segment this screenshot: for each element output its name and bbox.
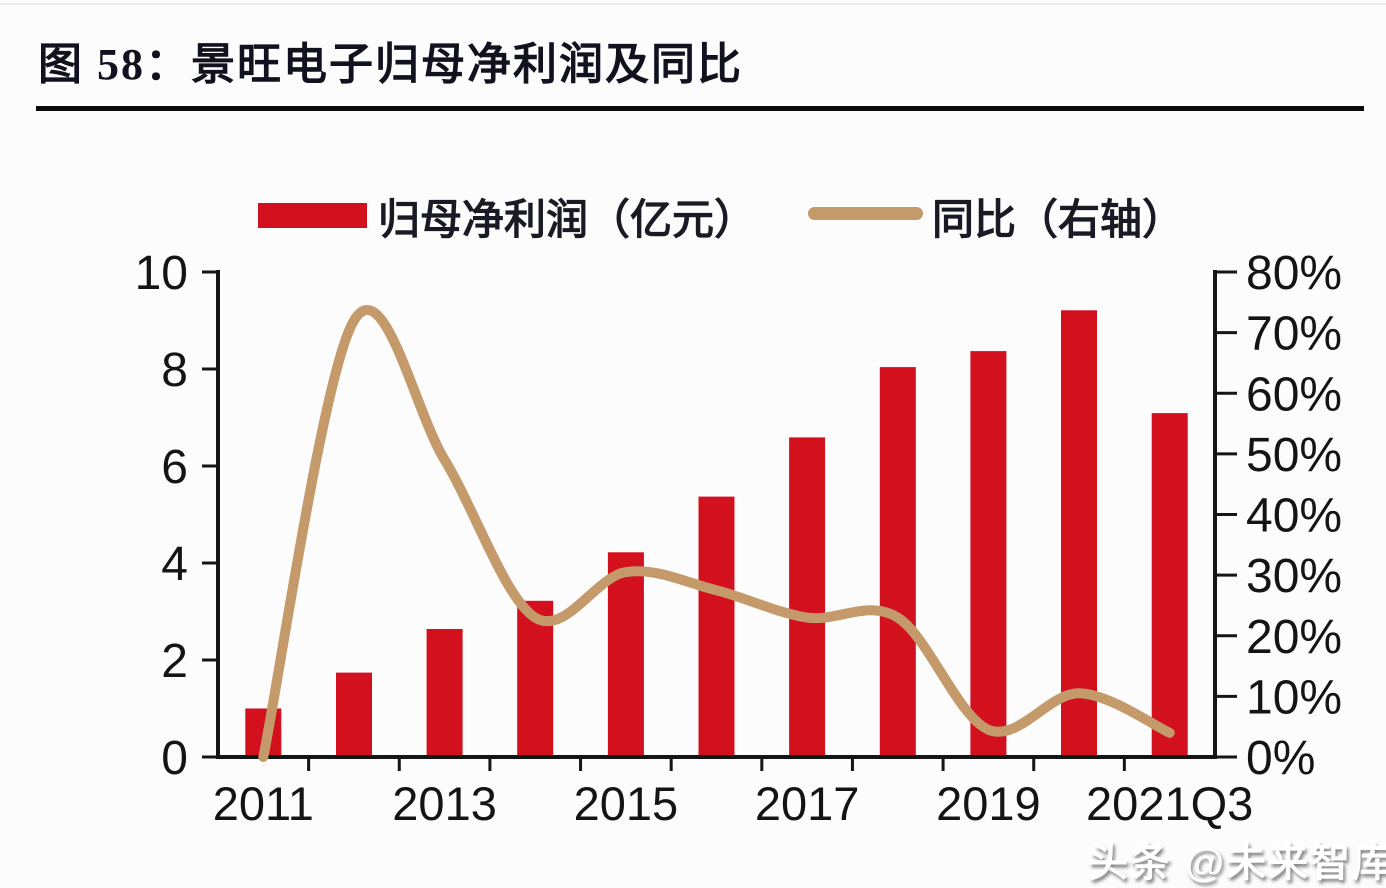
title-divider <box>36 106 1364 111</box>
left-axis-label-0: 0 <box>161 732 188 785</box>
right-axis-label-10%: 10% <box>1246 671 1342 724</box>
x-axis-label-2021Q3: 2021Q3 <box>1086 777 1253 830</box>
watermark: 头条 @未来智库 <box>1088 841 1386 885</box>
right-axis-label-30%: 30% <box>1246 550 1342 603</box>
yoy-line <box>258 305 1175 762</box>
right-axis-label-60%: 60% <box>1246 368 1342 421</box>
x-axis-label-2011: 2011 <box>213 777 314 830</box>
x-axis-label-2013: 2013 <box>392 777 497 830</box>
bar-2021Q3 <box>1151 413 1188 757</box>
x-axis-label-2015: 2015 <box>574 777 679 830</box>
bar-2020 <box>1061 310 1097 757</box>
right-axis-label-20%: 20% <box>1246 611 1342 664</box>
top-hairline-divider <box>0 3 1386 5</box>
bar-2018 <box>879 367 916 757</box>
x-axis-label-2017: 2017 <box>755 777 860 830</box>
legend-line-swatch <box>808 207 923 220</box>
left-axis-label-8: 8 <box>161 344 188 397</box>
figure-title: 图 58：景旺电子归母净利润及同比 <box>38 40 743 89</box>
bar-2013 <box>426 629 463 757</box>
legend-bar-swatch <box>258 203 367 228</box>
right-axis-label-80%: 80% <box>1246 247 1342 300</box>
left-axis-label-4: 4 <box>161 538 188 591</box>
legend-label-net-profit: 归母净利润（亿元） <box>378 198 757 244</box>
bar-2016 <box>698 496 735 757</box>
x-axis-label-2019: 2019 <box>936 777 1041 830</box>
left-axis-label-10: 10 <box>135 247 188 300</box>
bar-2014 <box>517 600 554 757</box>
bar-2015 <box>607 552 644 757</box>
right-axis-label-70%: 70% <box>1246 308 1342 361</box>
left-axis-label-6: 6 <box>161 441 188 494</box>
right-axis-label-0%: 0% <box>1246 732 1315 785</box>
right-axis-label-50%: 50% <box>1246 429 1342 482</box>
bar-2012 <box>336 672 372 757</box>
left-axis-label-2: 2 <box>161 635 188 688</box>
bar-2019 <box>970 351 1007 757</box>
legend-label-yoy: 同比（右轴） <box>932 198 1185 244</box>
bar-2017 <box>789 437 826 757</box>
right-axis-label-40%: 40% <box>1246 490 1342 543</box>
